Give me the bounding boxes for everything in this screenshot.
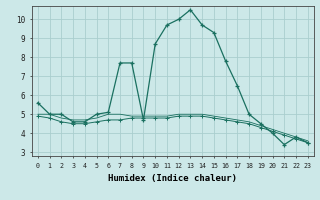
X-axis label: Humidex (Indice chaleur): Humidex (Indice chaleur) xyxy=(108,174,237,184)
